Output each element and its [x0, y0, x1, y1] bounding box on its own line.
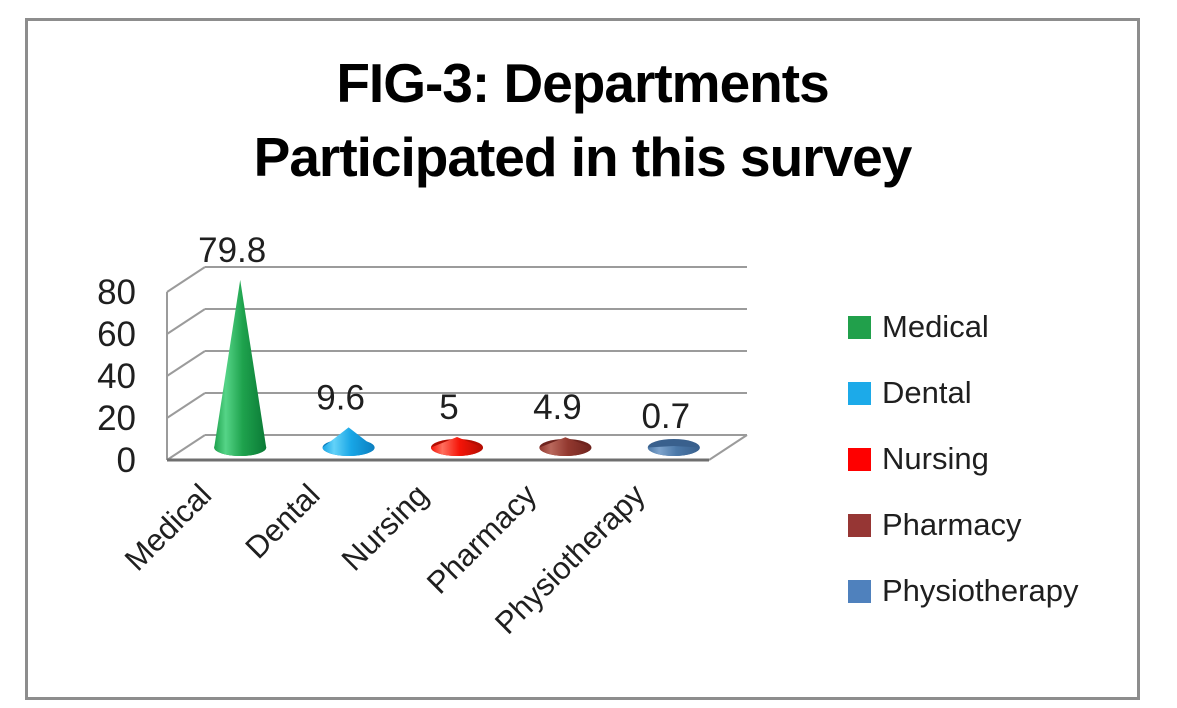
legend-swatch-physiotherapy [848, 579, 871, 603]
legend-item-physiotherapy: Physiotherapy [848, 573, 1079, 608]
cone-dental [322, 427, 375, 456]
cone-physiotherapy [647, 446, 700, 456]
legend-item-nursing: Nursing [848, 441, 1078, 476]
y-tick-label-80: 80 [97, 273, 136, 312]
gridline-depth [166, 434, 206, 461]
legend-label-physiotherapy: Physiotherapy [882, 573, 1079, 608]
category-label-medical: Medical [118, 477, 218, 577]
cone-medical [214, 279, 267, 456]
legend-item-pharmacy: Pharmacy [848, 507, 1078, 542]
legend-label-medical: Medical [882, 309, 989, 344]
legend-swatch-nursing [848, 447, 871, 471]
legend-label-dental: Dental [882, 375, 972, 410]
data-label-nursing: 5 [439, 388, 458, 427]
data-label-physiotherapy: 0.7 [641, 397, 690, 436]
gridline-depth [166, 266, 206, 293]
legend-swatch-dental [848, 381, 871, 405]
legend-item-medical: Medical [848, 309, 1078, 344]
y-tick-label-40: 40 [97, 357, 136, 396]
gridline-depth [166, 392, 206, 419]
chart-title: FIG-3: Departments Participated in this … [25, 46, 1140, 194]
chart-title-line-2: Participated in this survey [253, 126, 913, 188]
chart-title-line-1: FIG-3: Departments [336, 52, 829, 114]
legend: Medical Dental Nursing Pharmacy Physioth… [848, 309, 1079, 642]
data-label-pharmacy: 4.9 [533, 388, 582, 427]
chart-frame [25, 18, 1140, 700]
data-label-medical: 79.8 [198, 231, 266, 270]
legend-swatch-pharmacy [848, 513, 871, 537]
cone-pharmacy [539, 437, 592, 456]
cone-nursing [431, 437, 483, 456]
y-tick-label-20: 20 [97, 399, 136, 438]
gridline-depth [166, 350, 206, 377]
y-tick-label-0: 0 [117, 441, 136, 480]
y-tick-label-60: 60 [97, 315, 136, 354]
legend-swatch-medical [848, 315, 871, 339]
category-label-dental: Dental [238, 477, 326, 565]
legend-label-pharmacy: Pharmacy [882, 507, 1022, 542]
gridline-depth [166, 308, 206, 335]
legend-label-nursing: Nursing [882, 441, 989, 476]
category-label-nursing: Nursing [335, 477, 435, 577]
data-label-dental: 9.6 [316, 378, 365, 417]
legend-item-dental: Dental [848, 375, 1078, 410]
floor-right-edge [708, 434, 748, 461]
